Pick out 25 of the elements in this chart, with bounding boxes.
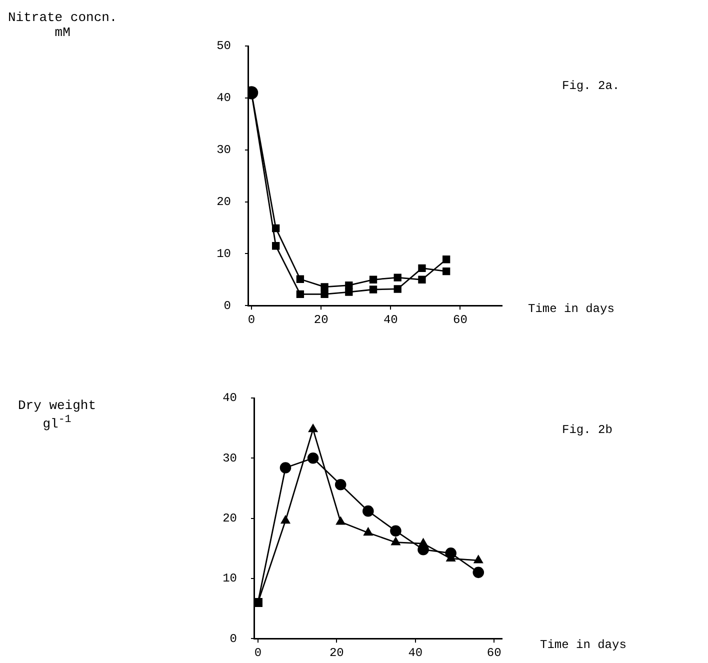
y-tick-label: 40 [216, 91, 231, 106]
x-tick-label: 40 [383, 312, 398, 327]
y-tick-label: 0 [230, 632, 237, 646]
caption: Fig. 2a. [562, 79, 620, 94]
y-tick-label: 10 [216, 246, 231, 261]
y-tick-label: 0 [224, 298, 231, 313]
y-tick-label: 10 [222, 572, 237, 586]
x-tick-label: 0 [248, 312, 256, 327]
x-tick-label: 0 [254, 646, 262, 660]
y-tick-label: 30 [222, 451, 237, 466]
x-tick-label: 40 [408, 646, 423, 660]
y-tick-label: 50 [216, 39, 231, 54]
y-tick-label: 20 [216, 194, 231, 209]
x-tick-label: 60 [453, 312, 468, 327]
x-tick-label: 20 [329, 646, 344, 660]
y-tick-label: 40 [222, 391, 237, 406]
caption: Fig. 2b [562, 423, 612, 438]
y-tick-label: 20 [222, 511, 237, 526]
x-tick-label: 20 [314, 312, 328, 327]
y-axis-title: Dry weight gl$^{-1}$ [18, 398, 96, 432]
x-tick-label: 60 [486, 646, 502, 660]
x-axis-title: Time in days [540, 638, 626, 652]
y-axis-title: Nitrate concn. mM [8, 10, 118, 40]
y-tick-label: 30 [216, 143, 231, 158]
x-axis-title: Time in days [528, 302, 614, 316]
